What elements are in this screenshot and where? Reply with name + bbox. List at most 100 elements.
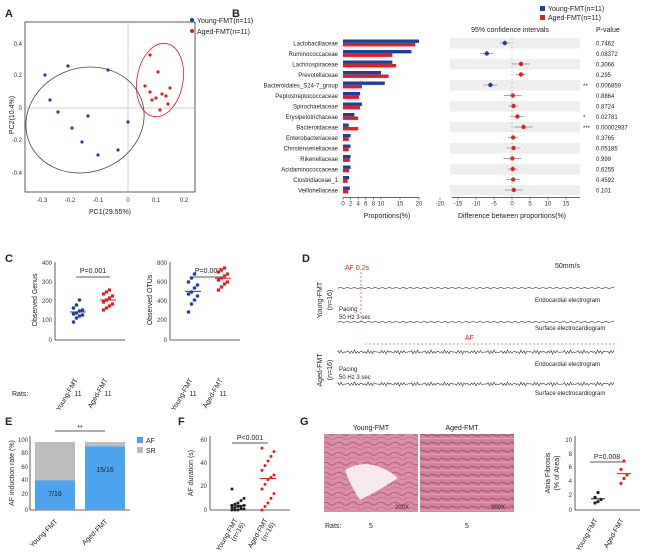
young-dot bbox=[74, 316, 79, 320]
pca-aged-point bbox=[160, 92, 164, 96]
young-dot bbox=[186, 292, 191, 296]
ci-point bbox=[502, 40, 507, 46]
e-legend-sr-swatch bbox=[137, 447, 143, 453]
pvalue-text: 0.101 bbox=[596, 189, 612, 195]
prop-tick-label: 2 bbox=[349, 202, 353, 208]
prop-tick-label: 10 bbox=[378, 202, 385, 208]
aged-dot bbox=[104, 290, 109, 294]
af-top-label: AF 0.2s bbox=[345, 265, 370, 272]
ci-tick-label: -10 bbox=[472, 202, 481, 208]
aged-endo-label: Endocardial electrogram bbox=[535, 362, 600, 368]
young-endo-label: Endocardial electrogram bbox=[535, 298, 600, 304]
f-ytick-2: 20 bbox=[200, 484, 207, 490]
aged-duration-dot bbox=[272, 473, 276, 477]
pvalue-text: 0.7462 bbox=[596, 42, 615, 48]
genus-ytick-4: 0 bbox=[49, 338, 53, 344]
aged-duration-dot bbox=[260, 487, 264, 491]
aged-surface-trace bbox=[337, 381, 615, 387]
aged-duration-dot bbox=[263, 482, 267, 486]
electrograms: 50mm/s AF 0.2s Young-FMT (n=16) Pacing 5… bbox=[317, 263, 615, 397]
young-dot bbox=[189, 290, 194, 294]
legend-b: Young-FMT(n=11) Aged-FMT(n=11) bbox=[540, 6, 604, 22]
pca-young-point bbox=[106, 68, 110, 72]
paper-speed: 50mm/s bbox=[555, 263, 580, 270]
young-proportion-bar bbox=[343, 81, 385, 85]
aged-proportion-bar bbox=[343, 53, 393, 57]
legend-b-young-swatch bbox=[540, 6, 545, 11]
aged-duration-dot bbox=[272, 450, 276, 454]
pca-young-point bbox=[96, 153, 100, 157]
panel-label-b: B bbox=[232, 8, 240, 20]
ci-point bbox=[511, 145, 516, 151]
taxa-chart: Lactobacillaceae 0.7462 Ruminococcaceae 0.0… bbox=[264, 38, 628, 208]
otu-ylabel: Observed OTUs bbox=[147, 274, 154, 325]
ci-point bbox=[510, 93, 515, 98]
pca-xtick-1: -0.2 bbox=[65, 198, 76, 204]
pca-young-point bbox=[66, 64, 70, 68]
young-fibrosis-dot bbox=[593, 501, 597, 505]
taxon-label: Enterobacteriaceae bbox=[286, 136, 339, 142]
prop-tick-label: 20 bbox=[416, 202, 423, 208]
g-ytick-5: 0 bbox=[569, 508, 573, 514]
young-pacing-params: 50 Hz 3 sec bbox=[339, 315, 371, 321]
pca-aged-point bbox=[156, 70, 160, 74]
young-surface-trace bbox=[337, 321, 615, 323]
fibrosis-panel: Young-FMT Aged-FMT 200X 200X Rats: 5 5 A… bbox=[324, 425, 640, 552]
aged-surface-label: Surface electrocardiogram bbox=[535, 391, 605, 397]
pca-aged-point bbox=[168, 86, 172, 90]
young-duration-dot bbox=[230, 487, 234, 491]
pca-ytick-3: -0.2 bbox=[12, 138, 23, 144]
legend-a: Young-FMT(n=11) Aged-FMT(n=11) bbox=[190, 18, 253, 36]
otu-ytick-2: 400 bbox=[157, 299, 168, 305]
taxon-label: Ruminococcaceae bbox=[289, 52, 339, 58]
ci-row-bg bbox=[450, 38, 580, 49]
pca-aged-point bbox=[154, 96, 158, 100]
aged-dot bbox=[222, 274, 227, 278]
young-dot bbox=[74, 303, 79, 307]
young-proportion-bar bbox=[343, 176, 350, 180]
aged-trace-n: (n=16) bbox=[327, 360, 334, 380]
young-duration-dot bbox=[239, 507, 243, 511]
aged-fibrosis-dot bbox=[625, 473, 629, 477]
otu-ytick-1: 600 bbox=[157, 280, 168, 286]
young-dot bbox=[71, 306, 76, 310]
aged-dot bbox=[219, 268, 224, 272]
young-proportion-bar bbox=[343, 60, 393, 64]
rats-c-1: 11 bbox=[104, 391, 111, 398]
f-ytick-3: 0 bbox=[204, 508, 208, 514]
aged-dot bbox=[216, 288, 221, 292]
aged-trace-label: Aged-FMT bbox=[317, 353, 324, 387]
pvalue-text: 0.00002937 bbox=[596, 126, 628, 132]
pca-ytick-0: 0.4 bbox=[14, 42, 23, 48]
pca-xtick-5: 0.2 bbox=[180, 198, 189, 204]
aged-proportion-bar bbox=[343, 137, 349, 141]
young-dot bbox=[189, 302, 194, 306]
pca-xtick-2: -0.1 bbox=[93, 198, 104, 204]
pca-ytick-2: 0 bbox=[19, 106, 23, 112]
histo-aged-title: Aged-FMT bbox=[445, 425, 479, 432]
legend-aged-label: Aged-FMT(n=11) bbox=[197, 29, 250, 36]
panel-label-e: E bbox=[5, 416, 12, 428]
legend-young-label: Young-FMT(n=11) bbox=[197, 18, 253, 25]
prop-tick-label: 6 bbox=[364, 202, 368, 208]
young-proportion-bar bbox=[343, 165, 351, 169]
ci-tick-label: 0 bbox=[510, 202, 514, 208]
aged-fibrosis-dot bbox=[622, 476, 626, 481]
ci-tick-label: 10 bbox=[545, 202, 552, 208]
taxon-label: Christensenellaceae bbox=[284, 147, 339, 153]
ci-point bbox=[511, 103, 516, 109]
g-ytick-4: 2 bbox=[569, 493, 573, 499]
aged-af-bar bbox=[85, 446, 125, 510]
e-ytick-4: 20 bbox=[21, 492, 28, 498]
taxon-label: Erysipelotrichaceae bbox=[286, 115, 339, 121]
g-ytick-2: 6 bbox=[569, 465, 573, 471]
young-trace-label: Young-FMT bbox=[317, 281, 324, 318]
ci-point bbox=[510, 135, 516, 140]
g-ytick-1: 8 bbox=[569, 452, 573, 458]
pca-points bbox=[43, 53, 172, 157]
prop-tick-label: 15 bbox=[397, 202, 404, 208]
aged-fibrosis-dot bbox=[622, 459, 626, 463]
aged-proportion-bar bbox=[343, 127, 359, 131]
genus-ylabel: Observed Genus bbox=[32, 273, 39, 326]
aged-proportion-bar bbox=[343, 169, 350, 173]
